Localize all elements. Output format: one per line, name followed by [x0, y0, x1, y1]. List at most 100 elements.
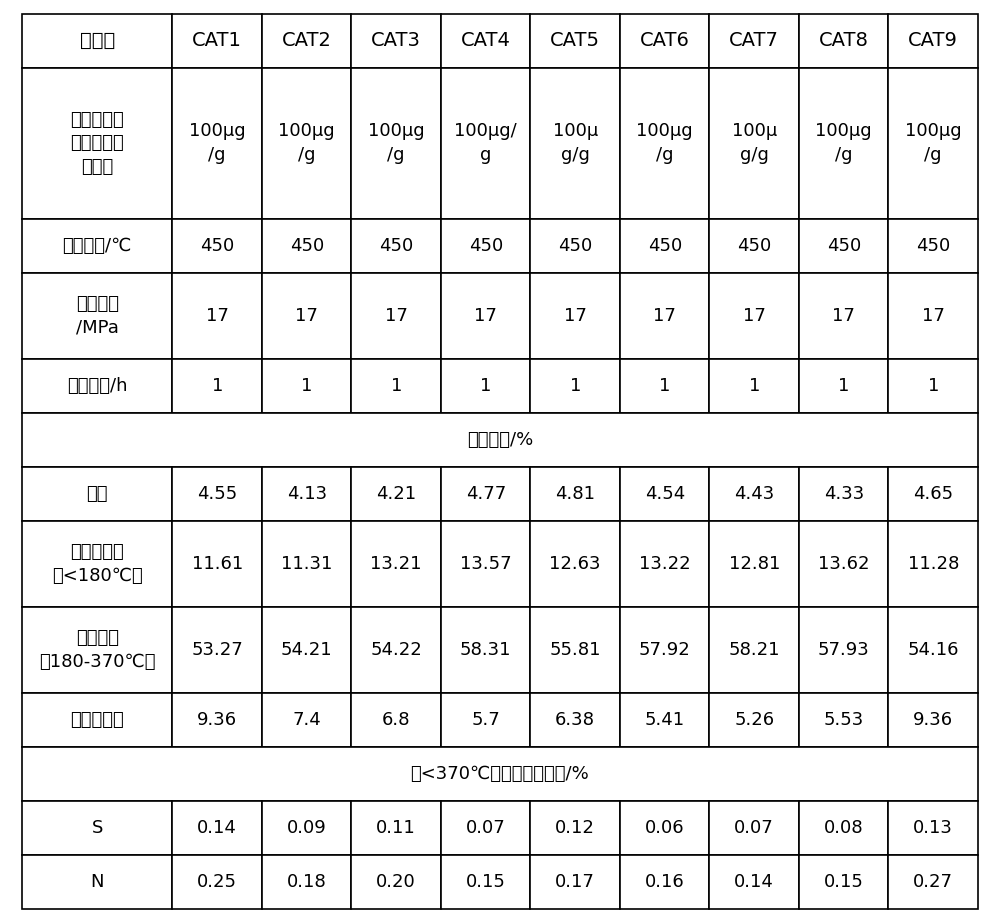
Text: CAT1: CAT1	[192, 31, 242, 51]
Bar	[620, 67, 709, 219]
Bar	[888, 67, 978, 219]
Bar	[888, 467, 978, 521]
Bar	[262, 521, 351, 607]
Text: 450: 450	[916, 237, 950, 255]
Text: CAT8: CAT8	[819, 31, 869, 51]
Text: 1: 1	[838, 377, 849, 395]
Text: 5.7: 5.7	[471, 712, 500, 729]
Text: 1: 1	[480, 377, 491, 395]
Text: 0.16: 0.16	[645, 873, 685, 892]
Text: CAT6: CAT6	[640, 31, 690, 51]
Bar	[620, 856, 709, 909]
Bar	[709, 14, 799, 67]
Text: 5.53: 5.53	[824, 712, 864, 729]
Bar	[441, 856, 530, 909]
Text: 12.63: 12.63	[549, 555, 601, 573]
Text: 57.92: 57.92	[639, 641, 691, 659]
Bar	[351, 856, 441, 909]
Text: CAT4: CAT4	[461, 31, 511, 51]
Bar	[22, 413, 978, 467]
Bar	[172, 359, 262, 413]
Bar	[530, 693, 620, 748]
Text: 450: 450	[469, 237, 503, 255]
Text: 450: 450	[648, 237, 682, 255]
Bar	[709, 801, 799, 856]
Text: 0.17: 0.17	[555, 873, 595, 892]
Bar	[888, 272, 978, 359]
Bar	[351, 219, 441, 272]
Text: 1: 1	[212, 377, 223, 395]
Text: 17: 17	[922, 306, 945, 325]
Text: 17: 17	[653, 306, 676, 325]
Bar	[888, 693, 978, 748]
Bar	[530, 607, 620, 693]
Bar	[441, 467, 530, 521]
Text: 450: 450	[290, 237, 324, 255]
Text: CAT2: CAT2	[282, 31, 332, 51]
Bar	[620, 467, 709, 521]
Text: 0.18: 0.18	[287, 873, 327, 892]
Bar	[441, 359, 530, 413]
Text: 54.22: 54.22	[370, 641, 422, 659]
Text: 催化剂浓度
（以活性金
属计）: 催化剂浓度 （以活性金 属计）	[70, 111, 124, 176]
Bar	[709, 219, 799, 272]
Text: 1: 1	[570, 377, 581, 395]
Bar	[172, 521, 262, 607]
Text: 450: 450	[558, 237, 592, 255]
Bar	[620, 607, 709, 693]
Text: 4.21: 4.21	[376, 485, 416, 503]
Bar	[530, 219, 620, 272]
Text: 柴油馏分
（180-370℃）: 柴油馏分 （180-370℃）	[39, 629, 155, 671]
Bar	[22, 467, 172, 521]
Bar	[22, 693, 172, 748]
Bar	[799, 272, 888, 359]
Bar	[530, 467, 620, 521]
Text: （<370℃馏分）元素分析/%: （<370℃馏分）元素分析/%	[411, 765, 589, 784]
Text: 11.61: 11.61	[192, 555, 243, 573]
Text: 0.27: 0.27	[913, 873, 953, 892]
Bar	[709, 467, 799, 521]
Bar	[22, 521, 172, 607]
Bar	[172, 219, 262, 272]
Bar	[799, 14, 888, 67]
Bar	[351, 67, 441, 219]
Bar	[441, 521, 530, 607]
Bar	[441, 272, 530, 359]
Bar	[709, 359, 799, 413]
Text: CAT5: CAT5	[550, 31, 600, 51]
Bar	[709, 607, 799, 693]
Bar	[22, 14, 172, 67]
Bar	[172, 67, 262, 219]
Text: S: S	[92, 820, 103, 837]
Bar	[172, 801, 262, 856]
Text: 57.93: 57.93	[818, 641, 870, 659]
Bar	[709, 272, 799, 359]
Text: 0.15: 0.15	[824, 873, 864, 892]
Bar	[351, 467, 441, 521]
Text: 0.09: 0.09	[287, 820, 327, 837]
Text: 0.12: 0.12	[555, 820, 595, 837]
Text: 4.43: 4.43	[734, 485, 774, 503]
Bar	[441, 801, 530, 856]
Text: 气体: 气体	[86, 485, 108, 503]
Text: 5.41: 5.41	[645, 712, 685, 729]
Bar	[799, 856, 888, 909]
Text: 54.16: 54.16	[907, 641, 959, 659]
Bar	[172, 14, 262, 67]
Bar	[172, 856, 262, 909]
Bar	[620, 219, 709, 272]
Bar	[799, 521, 888, 607]
Bar	[530, 856, 620, 909]
Text: 9.36: 9.36	[197, 712, 237, 729]
Bar	[799, 801, 888, 856]
Text: 0.07: 0.07	[734, 820, 774, 837]
Bar	[351, 521, 441, 607]
Text: 55.81: 55.81	[549, 641, 601, 659]
Bar	[22, 856, 172, 909]
Text: 54.21: 54.21	[281, 641, 333, 659]
Bar	[799, 219, 888, 272]
Bar	[530, 801, 620, 856]
Text: 450: 450	[379, 237, 413, 255]
Bar	[799, 607, 888, 693]
Bar	[351, 801, 441, 856]
